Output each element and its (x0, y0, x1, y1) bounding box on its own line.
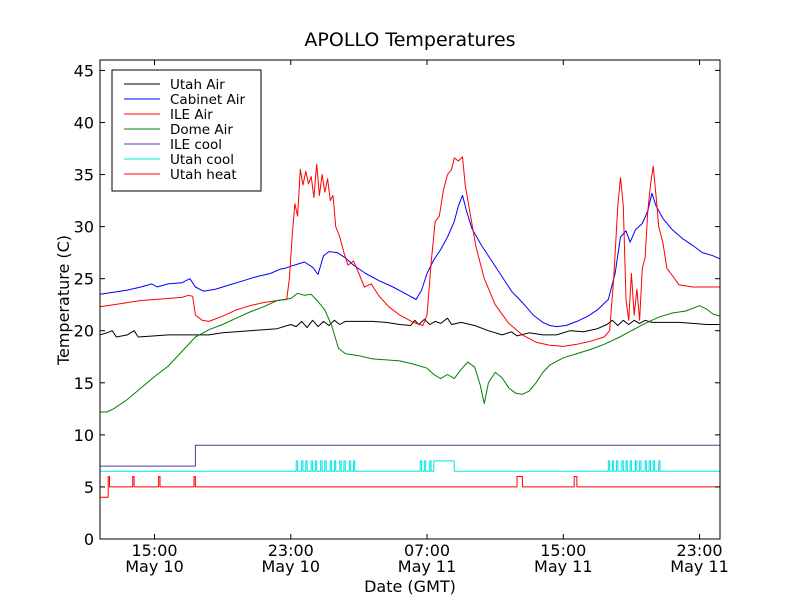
legend-label-ile-air: ILE Air (170, 107, 213, 123)
series-line-utah-air (99, 317, 720, 338)
y-tick-label: 25 (74, 270, 94, 289)
series-line-cabinet-air (99, 192, 721, 328)
series-line-utah-cool (100, 460, 720, 472)
x-tick-label-time: 15:00 (540, 541, 586, 560)
y-axis-title: Temperature (C) (54, 235, 73, 366)
legend-label-dome-air: Dome Air (170, 122, 233, 138)
x-tick-label-date: May 11 (534, 557, 593, 576)
y-tick-label: 30 (74, 218, 94, 237)
series-line-ile-cool (100, 444, 720, 467)
plot-frame (99, 59, 721, 540)
y-tick-label: 15 (74, 374, 94, 393)
legend-label-ile-cool: ILE cool (170, 137, 222, 153)
y-tick-label: 0 (84, 530, 94, 549)
x-tick-label-time: 07:00 (404, 541, 450, 560)
legend-label-utah-cool: Utah cool (170, 152, 234, 168)
series-line-dome-air (100, 292, 721, 413)
y-tick-label: 10 (74, 426, 94, 445)
x-tick-label-time: 23:00 (268, 541, 314, 560)
chart-title: APOLLO Temperatures (304, 29, 515, 51)
x-tick-label-time: 23:00 (677, 541, 723, 560)
series-line-utah-heat (100, 476, 720, 498)
legend-box (111, 69, 262, 192)
plot-lines (99, 156, 721, 498)
legend-label-utah-air: Utah Air (170, 77, 225, 93)
x-tick-label-time: 15:00 (131, 541, 177, 560)
y-tick-label: 35 (74, 166, 94, 185)
x-tick-label-date: May 10 (125, 557, 184, 576)
y-tick-label: 45 (74, 61, 94, 80)
legend-label-utah-heat: Utah heat (170, 167, 237, 183)
y-tick-label: 20 (74, 322, 94, 341)
series-line-ile-air (99, 156, 720, 347)
x-tick-label-date: May 11 (398, 557, 457, 576)
x-axis-title: Date (GMT) (364, 577, 456, 596)
x-tick-label-date: May 10 (262, 557, 321, 576)
x-tick-label-date: May 11 (670, 557, 729, 576)
y-tick-label: 5 (84, 478, 94, 497)
legend-label-cabinet-air: Cabinet Air (170, 92, 245, 108)
y-tick-label: 40 (74, 113, 94, 132)
